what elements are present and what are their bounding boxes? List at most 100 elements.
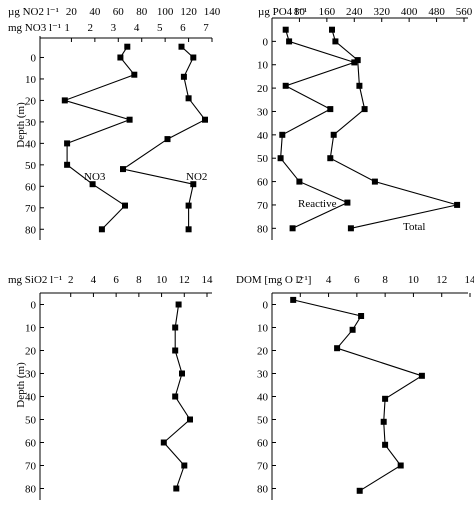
- data-point: [124, 43, 131, 50]
- data-point: [382, 395, 389, 402]
- dom-axis-header: DOM [mg O l⁻¹]: [236, 274, 311, 286]
- data-point: [347, 225, 354, 232]
- x-tick-label: 60: [113, 6, 125, 18]
- y-tick-label: 10: [257, 60, 269, 72]
- x-tick-label: 240: [346, 6, 363, 18]
- data-point: [164, 136, 171, 143]
- series-line-no3: [63, 46, 136, 230]
- data-point: [382, 441, 389, 448]
- data-point: [61, 97, 68, 104]
- no2-axis-header: µg NO2 l⁻¹: [8, 6, 59, 18]
- data-point: [454, 201, 461, 208]
- x2-tick-label: 6: [180, 22, 186, 34]
- y-tick-label: 60: [257, 177, 269, 189]
- po4-axis-header: µg PO4 l⁻¹: [258, 6, 307, 18]
- dom-panel: DOM [mg O l⁻¹] 0 10 20 30 40 50 60 70 80 2 4 6 8 10 12…: [236, 274, 474, 500]
- data-point: [89, 181, 96, 188]
- x-tick-label: 80: [136, 6, 148, 18]
- x-tick-label: 80: [294, 6, 306, 18]
- data-point: [179, 370, 185, 377]
- data-point: [361, 106, 368, 113]
- x-tick-label: 12: [436, 274, 447, 286]
- data-point: [286, 38, 293, 45]
- data-point: [160, 439, 167, 446]
- x2-tick-label: 7: [203, 22, 209, 34]
- x-tick-label: 10: [156, 274, 168, 286]
- x-tick-label: 400: [401, 6, 418, 18]
- series-line-s0: [293, 299, 424, 492]
- y-tick-label: 20: [257, 83, 269, 95]
- data-point: [172, 324, 179, 331]
- data-point: [98, 226, 105, 233]
- y-tick-label: 80: [25, 484, 37, 496]
- data-point: [180, 73, 187, 80]
- y-tick-label: 70: [257, 200, 269, 212]
- data-point: [330, 131, 337, 138]
- y-tick-label: 0: [263, 300, 269, 312]
- x-tick-label: 4: [91, 274, 97, 286]
- phosphate-axes: 0 10 20 30 40 50 60 70 80 80 160 240 320 400 480 560: [257, 6, 473, 240]
- x-tick-label: 8: [382, 274, 388, 286]
- y-axis-label: Depth (m): [15, 102, 27, 148]
- x-tick-label: 14: [465, 274, 474, 286]
- silica-axes: 0 10 20 30 40 50 60 70 80 2 4 6 8 10 12 14: [25, 274, 213, 500]
- y-axis-label: Depth (m): [15, 362, 27, 408]
- x-tick-label: 12: [179, 274, 190, 286]
- data-point: [277, 155, 284, 162]
- data-point: [356, 82, 363, 89]
- data-point: [349, 326, 356, 333]
- phosphate-plot: [277, 26, 461, 232]
- data-point: [282, 82, 289, 89]
- x2-tick-label: 1: [64, 22, 70, 34]
- data-point: [358, 313, 365, 319]
- x-tick-label: 40: [89, 6, 101, 18]
- no3-axis-header: mg NO3 l⁻¹: [8, 22, 61, 34]
- y-tick-label: 0: [31, 300, 37, 312]
- x-tick-label: 10: [408, 274, 420, 286]
- data-point: [296, 178, 303, 185]
- x-tick-label: 560: [456, 6, 473, 18]
- y-tick-label: 10: [25, 323, 37, 335]
- x-tick-label: 100: [157, 6, 174, 18]
- data-point: [282, 26, 289, 33]
- data-point: [172, 347, 179, 354]
- x-tick-label: 20: [66, 6, 78, 18]
- no3-series-label: NO3: [84, 171, 106, 183]
- y-tick-label: 30: [257, 106, 269, 118]
- y-tick-label: 50: [257, 153, 269, 165]
- y-tick-label: 30: [25, 369, 37, 381]
- y-tick-label: 70: [25, 203, 37, 215]
- nitrogen-axes: 0 10 20 30 40 50 60 70 80 20 40 60 80 100 120 140 1 2 3 4 5 6…: [25, 6, 221, 240]
- nitrogen-plot: [61, 43, 208, 233]
- data-point: [190, 181, 197, 188]
- data-point: [120, 166, 126, 173]
- y-tick-label: 30: [25, 117, 37, 129]
- x-tick-label: 4: [326, 274, 332, 286]
- y-tick-label: 20: [25, 346, 37, 358]
- data-point: [279, 131, 286, 138]
- no2-series-label: NO2: [186, 171, 207, 183]
- data-point: [290, 296, 297, 303]
- y-tick-label: 60: [257, 438, 269, 450]
- data-point: [181, 462, 188, 469]
- dom-plot: [290, 296, 425, 494]
- data-point: [117, 54, 124, 61]
- y-tick-label: 80: [257, 484, 269, 496]
- x-tick-label: 6: [113, 274, 119, 286]
- data-point: [380, 418, 387, 425]
- reactive-series-label: Reactive: [298, 198, 337, 210]
- data-point: [126, 116, 133, 123]
- y-tick-label: 40: [25, 138, 37, 150]
- y-tick-label: 60: [25, 181, 37, 193]
- data-point: [175, 301, 182, 308]
- y-tick-label: 20: [257, 346, 269, 358]
- x-tick-label: 2: [298, 274, 304, 286]
- y-tick-label: 80: [257, 223, 269, 235]
- series-line-no2: [121, 46, 206, 230]
- y-tick-label: 70: [25, 461, 37, 473]
- y-tick-label: 40: [257, 130, 269, 142]
- data-point: [327, 155, 334, 162]
- y-tick-label: 70: [257, 461, 269, 473]
- y-tick-label: 10: [257, 323, 269, 335]
- data-point: [327, 106, 334, 113]
